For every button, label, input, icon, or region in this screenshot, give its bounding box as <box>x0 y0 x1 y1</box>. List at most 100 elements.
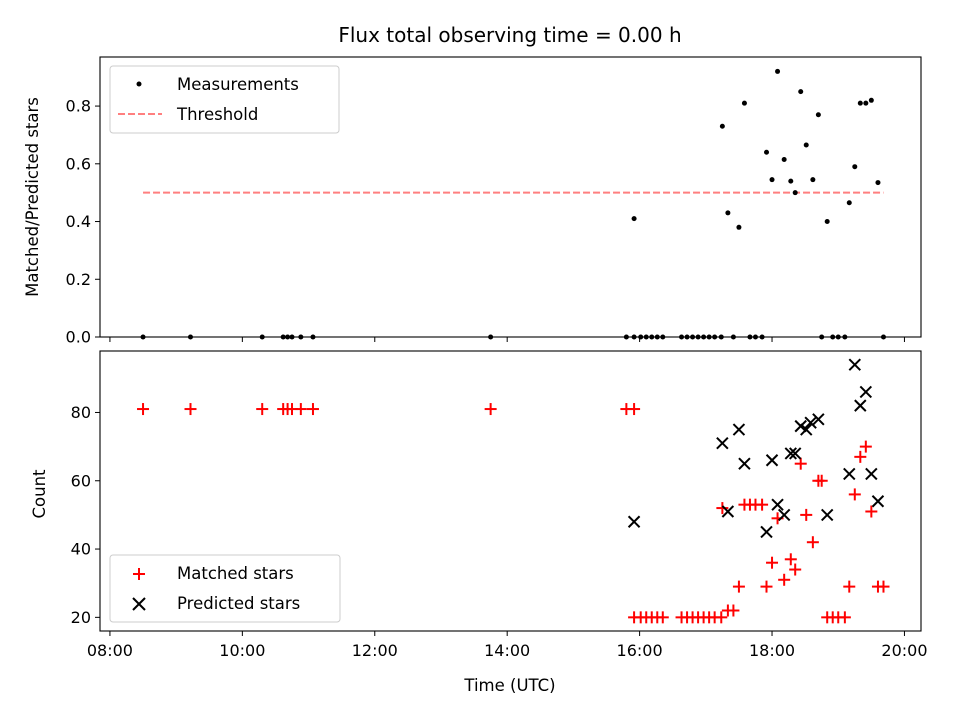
measurement-point <box>815 112 821 118</box>
bottom-x-tick-label: 10:00 <box>219 641 265 660</box>
measurement-point <box>775 68 781 74</box>
predicted-star-marker <box>859 385 873 399</box>
bottom-legend-matched-label: Matched stars <box>177 564 294 583</box>
predicted-star-marker <box>804 416 817 429</box>
top-legend-measurements-marker <box>136 81 142 87</box>
matched-star-marker <box>656 611 669 624</box>
predicted-star-marker <box>738 457 751 470</box>
matched-star-marker <box>838 611 851 624</box>
bottom-x-tick-label: 20:00 <box>881 641 927 660</box>
predicted-star-marker <box>716 436 729 450</box>
predicted-star-marker <box>865 467 878 481</box>
top-y-axis-label: Matched/Predicted stars <box>23 97 42 297</box>
matched-star-marker <box>806 536 819 549</box>
matched-star-marker <box>256 403 269 416</box>
top-y-tick-label: 0.2 <box>66 270 91 289</box>
matched-star-marker <box>877 580 890 593</box>
bottom-x-tick-label: 08:00 <box>87 641 133 660</box>
top-x-axis-ticks <box>109 337 905 342</box>
bottom-x-axis-label: Time (UTC) <box>463 676 555 695</box>
matched-star-marker <box>727 604 740 617</box>
top-y-axis-ticks: 0.0 0.2 0.4 0.6 0.8 <box>66 97 100 347</box>
top-legend-box <box>109 65 340 134</box>
top-y-tick-label: 0.6 <box>66 154 91 173</box>
predicted-star-marker <box>848 358 861 371</box>
measurement-point <box>824 219 830 225</box>
bottom-legend-predicted-label: Predicted stars <box>177 594 300 613</box>
matched-star-marker <box>760 580 773 593</box>
matched-star-marker <box>843 580 856 593</box>
matched-star-marker <box>859 440 872 453</box>
measurement-point <box>846 200 852 206</box>
predicted-star-marker <box>732 423 746 436</box>
predicted-star-marker <box>788 447 802 460</box>
measurement-point <box>810 177 816 183</box>
matched-star-marker <box>854 450 867 463</box>
matched-star-marker <box>184 403 197 416</box>
bottom-x-axis-ticks: 08:00 10:00 12:00 14:00 16:00 18:00 20:00 <box>87 631 928 660</box>
bottom-y-tick-label: 80 <box>71 403 91 422</box>
measurement-point <box>769 177 775 183</box>
bottom-legend-matched-marker <box>133 568 145 580</box>
predicted-star-marker <box>871 495 885 508</box>
top-plot-frame <box>99 56 922 338</box>
measurement-point <box>803 142 809 148</box>
predicted-star-marker <box>627 515 641 528</box>
measurement-point <box>631 216 637 222</box>
predicted-star-marker <box>721 505 735 518</box>
measurement-point <box>857 100 863 106</box>
measurement-point <box>781 156 787 162</box>
bottom-x-tick-label: 12:00 <box>352 641 398 660</box>
predicted-star-marker <box>777 508 791 522</box>
matched-star-marker <box>789 563 802 576</box>
top-legend: Measurements Threshold <box>109 65 340 134</box>
predicted-star-marker <box>812 413 825 426</box>
matched-star-marker <box>794 457 807 470</box>
predicted-star-marker <box>765 454 779 467</box>
top-plot-title: Flux total observing time = 0.00 h <box>338 23 681 47</box>
matched-star-marker <box>800 508 813 521</box>
matched-star-marker <box>294 403 307 416</box>
matched-star-marker <box>815 474 828 487</box>
top-y-tick-label: 0.0 <box>66 328 91 347</box>
measurement-point <box>736 224 742 230</box>
bottom-x-tick-label: 16:00 <box>617 641 663 660</box>
matched-star-marker <box>756 498 769 511</box>
measurement-point <box>875 180 881 186</box>
bottom-x-tick-label: 18:00 <box>749 641 795 660</box>
predicted-star-marker <box>784 447 797 460</box>
measurement-point <box>741 100 747 106</box>
matched-star-marker <box>865 505 878 518</box>
bottom-legend-predicted-marker <box>132 597 146 611</box>
matched-star-marker <box>716 502 729 515</box>
bottom-y-axis-ticks: 20 40 60 80 <box>71 403 100 627</box>
top-legend-measurements-label: Measurements <box>177 75 299 94</box>
predicted-star-marker <box>843 467 856 481</box>
bottom-x-tick-label: 14:00 <box>484 641 530 660</box>
measurement-point <box>764 149 770 155</box>
top-y-tick-label: 0.4 <box>66 212 91 231</box>
bottom-plot-frame <box>99 350 922 632</box>
matched-star-marker <box>484 403 497 416</box>
measurement-point <box>868 97 874 103</box>
predicted-star-marker <box>820 508 834 522</box>
predicted-star-marker <box>771 498 784 511</box>
bottom-legend: Matched stars Predicted stars <box>109 554 341 623</box>
top-y-tick-label: 0.8 <box>66 97 91 116</box>
measurement-point <box>852 164 858 170</box>
predicted-star-marker <box>800 423 813 436</box>
measurement-point <box>792 190 798 196</box>
measurement-point <box>798 89 804 95</box>
bottom-y-axis-label: Count <box>30 469 49 519</box>
bottom-legend-box <box>109 554 341 623</box>
matched-star-marker <box>715 611 728 624</box>
matched-star-marker <box>628 403 641 416</box>
predicted-star-marker <box>760 525 773 539</box>
matched-star-marker <box>848 488 861 501</box>
bottom-plot-marks <box>137 358 890 624</box>
measurement-point <box>863 100 869 106</box>
measurement-point <box>788 178 794 184</box>
matched-star-marker <box>306 403 319 416</box>
bottom-y-tick-label: 40 <box>71 540 91 559</box>
top-plot-panel: Flux total observing time = 0.00 h Match… <box>23 23 922 347</box>
